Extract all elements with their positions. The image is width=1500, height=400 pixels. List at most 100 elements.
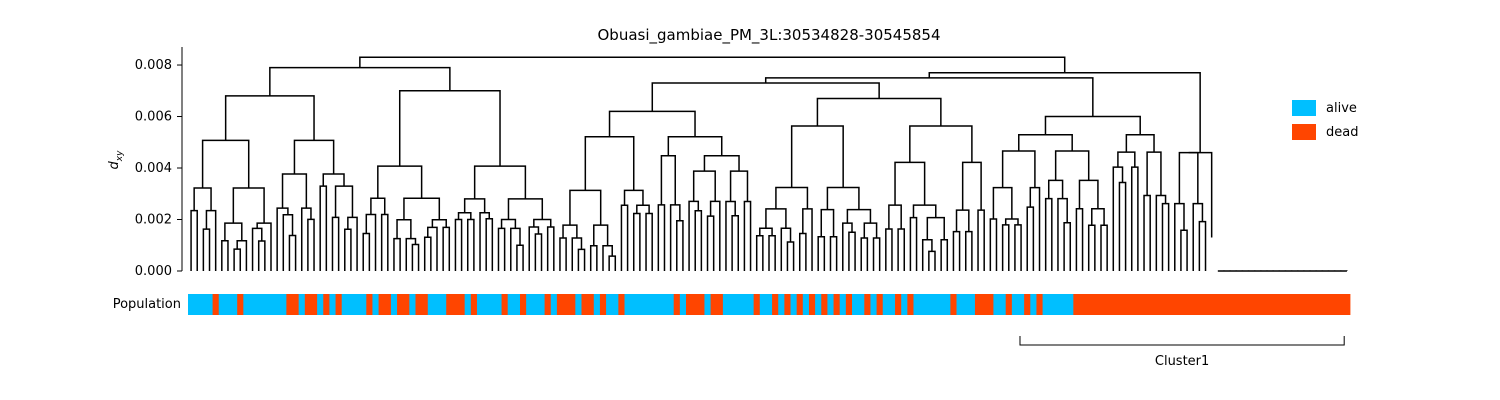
population-segment-dead [833,294,841,315]
population-segment-alive [827,294,834,315]
dendrogram-link [281,173,308,209]
dendrogram-link [829,236,838,271]
dendrogram-link [365,213,377,271]
y-axis: 0.000 0.002 0.004 0.006 0.008 [135,47,183,279]
population-segment-dead [212,294,220,315]
population-segment-alive [550,294,558,315]
dendrogram-link [516,244,524,271]
dendrogram-link [764,77,1094,117]
dendrogram-link [909,216,918,271]
dendrogram-link [961,161,982,211]
dendrogram-link [703,155,740,172]
dendrogram-link [775,186,809,209]
svg-text:dxy: dxy [107,150,125,170]
dendrogram-link [589,245,598,271]
dendrogram-link [688,200,700,271]
dendrogram-link [593,224,609,246]
dendrogram-link [1161,202,1170,271]
dendrogram-link [921,238,933,271]
dendrogram-link [786,241,795,271]
population-segment-dead [821,294,828,315]
dendrogram-link [992,186,1013,220]
population-segment-dead [753,294,761,315]
dendrogram-link [479,212,491,271]
dendrogram-link [928,71,1201,153]
population-segment-alive [913,294,951,315]
legend-swatch-alive [1292,100,1316,116]
dendrogram-link [667,136,723,156]
chart-title: Obuasi_gambiae_PM_3L:30534828-30545854 [598,26,941,45]
dendrogram-link [319,185,328,271]
dendrogram-link [232,187,265,224]
legend-swatch-dead [1292,124,1316,140]
dendrogram-link [729,170,749,202]
dendrogram-link [848,231,856,271]
dendrogram-link [1029,186,1041,271]
dendrogram-link [398,90,501,167]
y-tick-label: 0.000 [135,264,172,279]
dendrogram-link [534,233,543,271]
dendrogram-link [269,66,451,96]
population-segment-alive [679,294,687,315]
dendrogram-link [1075,208,1084,271]
population-segment-alive [218,294,238,315]
dendrogram-link [1054,150,1090,181]
population-segment-alive [298,294,306,315]
dendrogram-link [403,197,441,220]
dendrogram-link [1130,166,1139,271]
dendrogram-link [405,237,417,271]
population-segment-alive [409,294,416,315]
dendrogram-link [725,200,736,271]
dendrogram-link [636,204,650,214]
dendrogram-link [912,204,937,218]
dendrogram-link [706,215,715,271]
population-segment-dead [950,294,957,315]
population-segment-dead [673,294,681,315]
population-segment-dead [378,294,392,315]
dendrogram-link [1178,151,1199,204]
population-segment-alive [507,294,521,315]
dendrogram-link [928,250,936,271]
y-axis-label-subscript: xy [115,150,125,162]
dendrogram-link [623,189,644,206]
population-segment-dead [710,294,724,315]
dendrogram-link [790,125,844,188]
dendrogram-link [454,218,463,271]
dendrogram-link [1018,134,1073,151]
population-segment-alive [852,294,865,315]
dendrogram-link [473,165,527,199]
dendrogram-link [193,187,212,211]
dendrogram-link [860,237,869,271]
population-label: Population [113,297,181,312]
dendrogram-link [694,210,703,271]
dendrogram-link [1118,181,1127,271]
population-segment-dead [599,294,607,315]
bracket-line [1019,336,1345,346]
dendrogram-link [1078,179,1099,209]
dendrogram-link [952,230,961,271]
dendrogram-link [344,228,352,271]
dendrogram-link [842,222,853,271]
population-segment-dead [1024,294,1031,315]
dendrogram-link [759,227,773,236]
dendrogram-link [347,216,358,271]
population-segment-dead [1036,294,1043,315]
dendrogram-link [1143,194,1151,271]
y-tick-label: 0.002 [135,213,172,228]
dendrogram-link [669,204,681,271]
dendrogram-link [894,161,926,206]
dendrogram-link [457,212,472,220]
population-segment-dead [323,294,330,315]
dendrogram-link [393,237,401,271]
dendrogram-link [1188,151,1213,238]
population-segment-dead [366,294,373,315]
dendrogram-link [528,226,540,271]
population-segment-alive [704,294,711,315]
dendrogram-link [331,216,340,271]
population-segment-alive [372,294,379,315]
dendrogram-link [288,234,297,271]
dendrogram-link [755,235,764,271]
population-segment-dead [1073,294,1351,315]
dendrogram-link [202,228,211,271]
dendrogram-link [411,243,420,271]
